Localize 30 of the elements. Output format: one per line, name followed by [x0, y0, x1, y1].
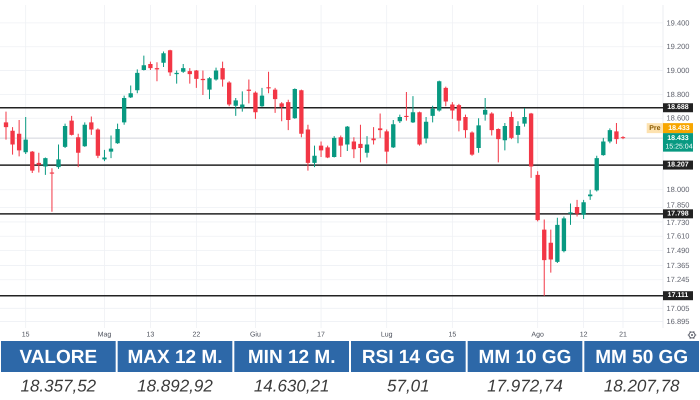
- text: 57,01: [387, 376, 430, 396]
- candlestick: [200, 70, 206, 95]
- candlestick: [568, 203, 573, 225]
- text: 18.892,92: [137, 376, 213, 396]
- candlestick: [50, 168, 54, 212]
- candlestick: [280, 102, 284, 122]
- candlestick: [188, 68, 192, 84]
- candlestick: [246, 79, 252, 104]
- candlestick: [378, 113, 382, 138]
- candlestick: [128, 85, 133, 98]
- candlestick: [404, 92, 409, 121]
- candlestick: [142, 56, 146, 71]
- category-label: MAX 12 M.: [127, 347, 223, 368]
- candlestick: [36, 152, 41, 172]
- text: 18.357,52: [20, 376, 96, 396]
- category-label: MM 10 GG: [478, 347, 572, 368]
- candlestick: [174, 70, 179, 84]
- category-label: RSI 14 GG: [362, 347, 455, 368]
- candlestick: [266, 72, 271, 94]
- candlestick: [240, 91, 244, 112]
- candlestick: [588, 190, 592, 200]
- category-label: MM 50 GG: [595, 347, 688, 368]
- candlestick: [371, 127, 376, 144]
- category-label: MIN 12 M.: [248, 347, 336, 368]
- text: 17.972,74: [487, 376, 563, 396]
- text: 14.630,21: [254, 376, 330, 396]
- candlestick: [430, 106, 435, 122]
- category-label: VALORE: [19, 347, 98, 368]
- candlestick: [154, 62, 160, 82]
- text: 18.207,78: [604, 376, 680, 396]
